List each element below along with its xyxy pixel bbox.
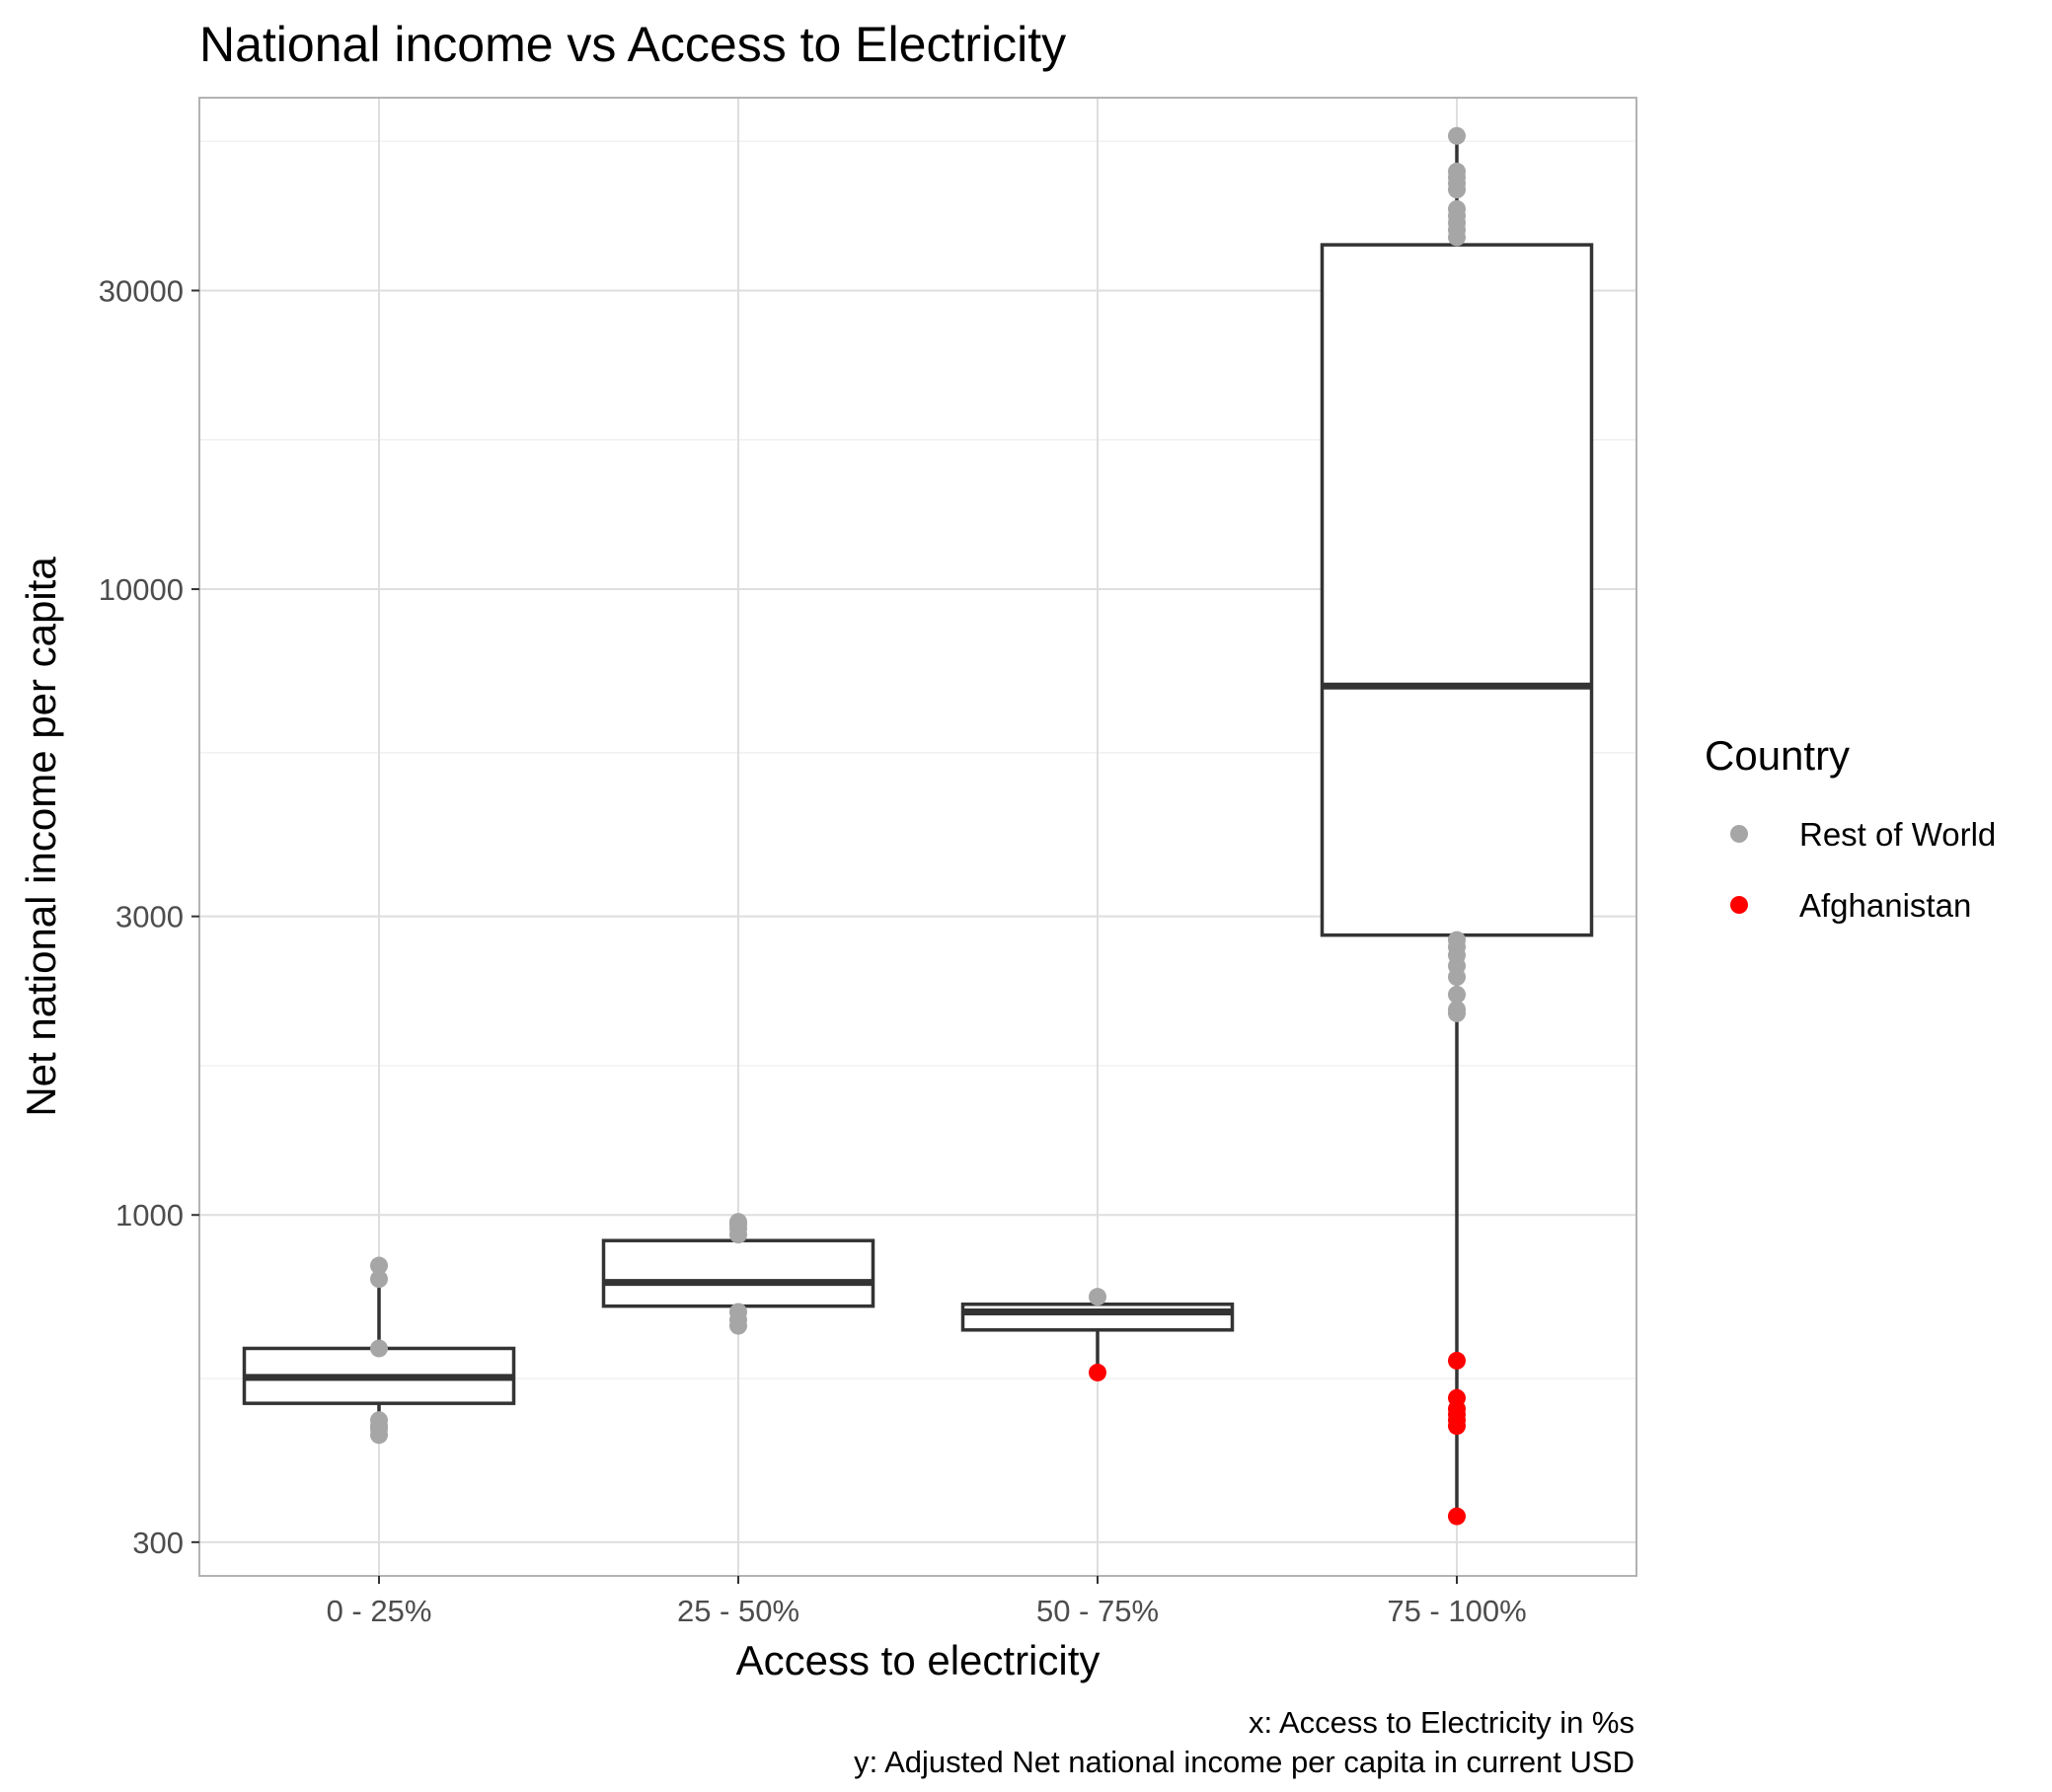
box-iqr (960, 1302, 1235, 1332)
legend: Country Rest of World Afghanistan (1705, 732, 1996, 924)
rest-of-world-point (1448, 931, 1466, 949)
x-tick-label: 50 - 75% (1036, 1594, 1159, 1628)
legend-label-afghanistan: Afghanistan (1799, 887, 1971, 924)
rest-of-world-point (729, 1213, 747, 1232)
y-tick-label: 10000 (99, 572, 184, 607)
afghanistan-point (1089, 1363, 1106, 1381)
plot-panel-border (198, 97, 1637, 1577)
box-plots (242, 135, 1594, 1517)
rest-of-world-point (370, 1411, 388, 1430)
rest-of-world-point (1089, 1288, 1106, 1307)
rest-of-world-point (1448, 162, 1466, 181)
rest-of-world-point (370, 1256, 388, 1275)
rest-of-world-point (1448, 126, 1466, 145)
x-tick-label: 75 - 100% (1387, 1594, 1526, 1628)
y-axis-title: Net national income per capita (18, 557, 64, 1117)
rest-of-world-point (1448, 1000, 1466, 1018)
x-axis-title: Access to electricity (736, 1637, 1101, 1683)
x-tick-label: 25 - 50% (677, 1594, 799, 1628)
caption-x: x: Access to Electricity in %s (1249, 1705, 1634, 1740)
box-plot-group (1320, 135, 1594, 1517)
afghanistan-point (1448, 1388, 1466, 1407)
rest-of-world-point (370, 1339, 388, 1358)
data-points (370, 126, 1466, 1526)
y-tick-label: 3000 (115, 900, 184, 934)
afghanistan-point (1448, 1507, 1466, 1526)
rest-of-world-point (1448, 985, 1466, 1004)
caption-y: y: Adjusted Net national income per capi… (854, 1745, 1634, 1779)
x-tick-label: 0 - 25% (327, 1594, 432, 1628)
box-plot-group (960, 1297, 1235, 1373)
x-axis-ticks: 0 - 25% 25 - 50% 50 - 75% 75 - 100% (327, 1576, 1527, 1628)
chart-title: National income vs Access to Electricity (199, 17, 1066, 72)
y-axis-ticks: 300 1000 3000 10000 30000 (99, 273, 199, 1560)
y-tick-label: 30000 (99, 273, 184, 308)
rest-of-world-point (1448, 199, 1466, 218)
rest-of-world-point (729, 1303, 747, 1321)
legend-marker-afghanistan (1730, 896, 1748, 914)
legend-title: Country (1705, 732, 1850, 779)
y-tick-label: 300 (132, 1526, 184, 1560)
legend-label-rest-of-world: Rest of World (1799, 816, 1996, 853)
box-plot-group (242, 1265, 516, 1436)
box-iqr (601, 1238, 875, 1308)
legend-marker-rest-of-world (1730, 825, 1748, 843)
box-iqr (1320, 243, 1594, 937)
y-tick-label: 1000 (115, 1198, 184, 1232)
rest-of-world-point (370, 1270, 388, 1289)
afghanistan-point (1448, 1351, 1466, 1370)
